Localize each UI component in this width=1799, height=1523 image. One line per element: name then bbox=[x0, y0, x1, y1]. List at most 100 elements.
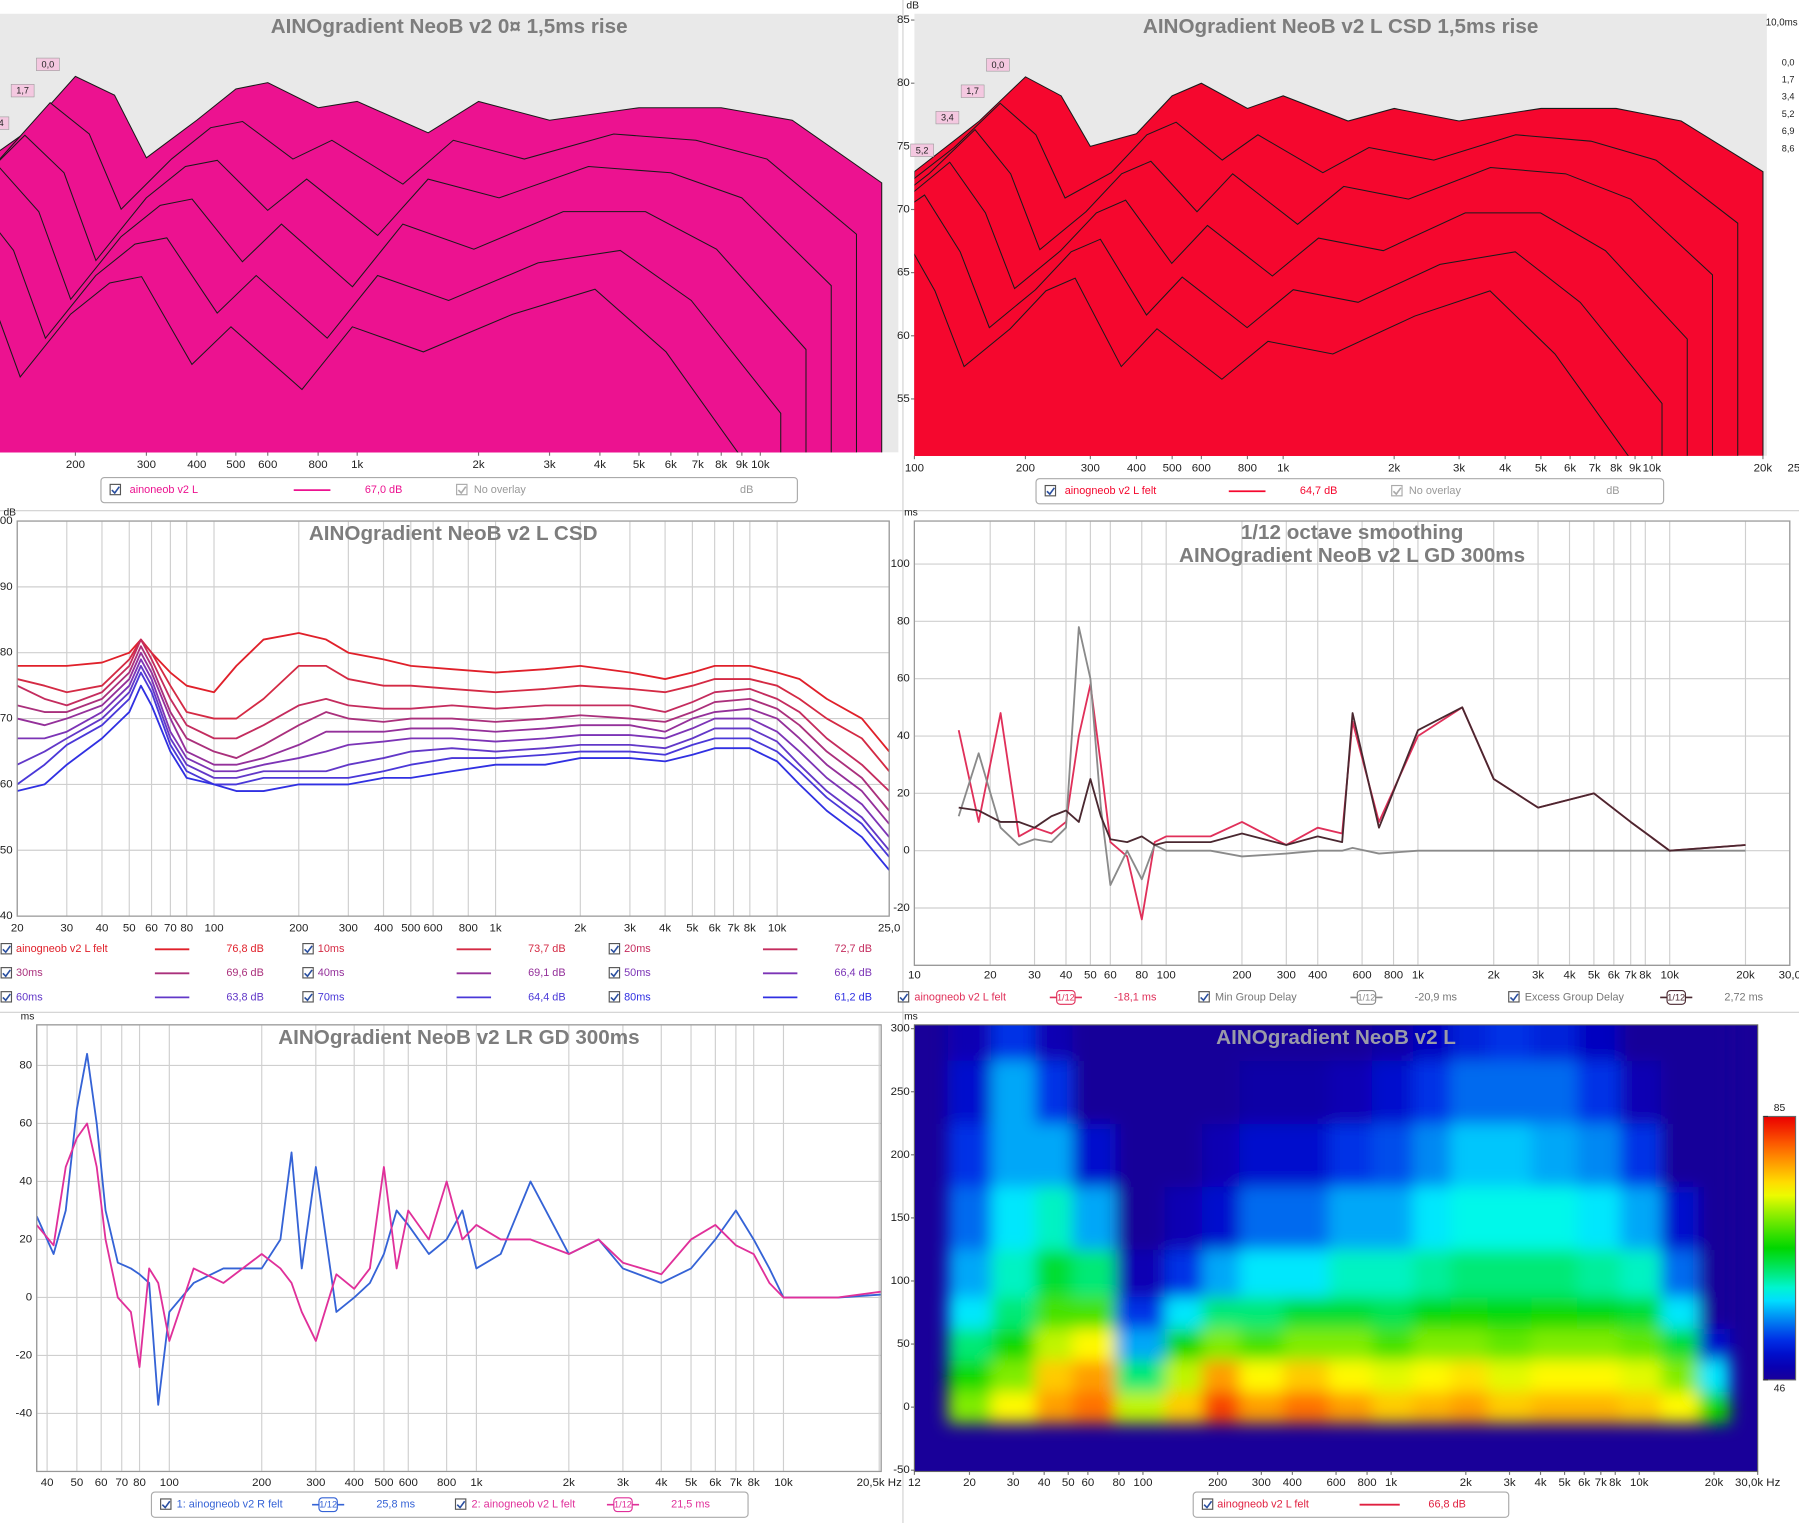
x-tick-label: 60 bbox=[1082, 1477, 1095, 1489]
heatmap-cell bbox=[1239, 1060, 1284, 1124]
checkbox[interactable] bbox=[0, 967, 13, 979]
legend-readout: 69,6 dB bbox=[226, 967, 264, 979]
x-tick-label: 100 bbox=[905, 462, 924, 474]
checkbox[interactable] bbox=[897, 991, 910, 1003]
heatmap-cell bbox=[1283, 1060, 1330, 1124]
x-tick-label: 2k bbox=[1488, 970, 1500, 982]
checkbox[interactable] bbox=[302, 967, 314, 979]
panel: 10 20 30 40 50 60 80 100 200 300 400 600 800 1k 2k 3k 4k… bbox=[891, 508, 1799, 1005]
check-mark bbox=[111, 486, 120, 495]
x-tick-label: 80 bbox=[1113, 1477, 1126, 1489]
chart-subtitle: 1/12 octave smoothing bbox=[1241, 521, 1464, 544]
y-tick-label: 0 bbox=[903, 1401, 909, 1413]
legend-readout: 76,8 dB bbox=[226, 943, 264, 955]
heatmap-cell bbox=[1072, 1123, 1116, 1187]
heatmap-cell bbox=[991, 1328, 1036, 1361]
checkbox[interactable] bbox=[0, 991, 13, 1003]
x-tick-label: 7k bbox=[1589, 462, 1601, 474]
heatmap-cell bbox=[1450, 1123, 1489, 1187]
heatmap-cell bbox=[1487, 1359, 1532, 1392]
y-tick-label: 60 bbox=[897, 330, 910, 342]
checkbox[interactable] bbox=[302, 943, 314, 955]
heatmap-cell bbox=[1698, 1359, 1731, 1392]
heatmap-cell bbox=[1450, 1249, 1489, 1298]
chart-title: AINOgradient NeoB v2 LR GD 300ms bbox=[278, 1026, 639, 1049]
x-tick-label: 60 bbox=[1104, 970, 1117, 982]
heatmap-cell bbox=[1371, 1296, 1414, 1329]
heatmap-cell bbox=[947, 1296, 992, 1329]
y-tick-label: 250 bbox=[891, 1086, 910, 1098]
x-tick-label: 5k bbox=[633, 459, 645, 471]
slice-label: 1,7 bbox=[16, 86, 29, 96]
smoothing-label: 1/12 bbox=[614, 1500, 632, 1510]
heatmap-cell bbox=[1487, 1060, 1532, 1124]
x-tick-label: 10 bbox=[908, 970, 921, 982]
checkbox[interactable] bbox=[456, 483, 468, 496]
lines bbox=[36, 1052, 882, 1406]
z-label: 0,0 bbox=[1782, 57, 1795, 67]
checkbox[interactable] bbox=[608, 991, 621, 1003]
slice-label: 1,7 bbox=[966, 86, 979, 96]
y-tick-label: 150 bbox=[891, 1212, 910, 1224]
checkbox[interactable] bbox=[1508, 991, 1520, 1003]
heatmap-cell bbox=[1661, 1186, 1700, 1251]
x-tick-label: 200 bbox=[1016, 462, 1035, 474]
y-tick-label: 0 bbox=[26, 1292, 32, 1304]
colorbar-label: 85 bbox=[1774, 1103, 1786, 1114]
chart-title: AINOgradient NeoB v2 L CSD bbox=[309, 522, 598, 545]
heatmap-cell bbox=[1661, 1249, 1700, 1298]
checkbox[interactable] bbox=[0, 943, 13, 955]
checkbox[interactable] bbox=[608, 967, 621, 979]
x-tick-label: 80 bbox=[133, 1477, 146, 1489]
checkbox[interactable] bbox=[454, 1498, 467, 1510]
x-tick-label: 6k bbox=[709, 923, 721, 935]
check-mark bbox=[304, 993, 313, 1002]
checkbox[interactable] bbox=[160, 1498, 172, 1510]
heatmap-cell bbox=[1164, 1328, 1203, 1361]
series-line bbox=[17, 684, 890, 871]
x-tick-label: 3k bbox=[1453, 462, 1465, 474]
heatmap-cell bbox=[1202, 1359, 1241, 1392]
x-tick-label: 20k bbox=[1736, 970, 1755, 982]
x-tick-label: 300 bbox=[137, 459, 156, 471]
x-tick-label: 4k bbox=[655, 1477, 667, 1489]
x-tick-label: 60 bbox=[95, 1477, 108, 1489]
heatmap-cell bbox=[1328, 1296, 1373, 1329]
check-mark bbox=[1392, 487, 1402, 496]
x-tick-label: 20k bbox=[1705, 1477, 1724, 1489]
plot-frame bbox=[913, 520, 1791, 966]
heatmap-cell bbox=[1487, 1296, 1532, 1329]
y-unit: dB bbox=[906, 0, 919, 11]
checkbox[interactable] bbox=[1201, 1498, 1214, 1510]
y-tick-label: 80 bbox=[0, 647, 13, 659]
heatmap-cell bbox=[1115, 1060, 1166, 1124]
x-tick-label: 2k bbox=[1388, 462, 1400, 474]
y-tick-label: 50 bbox=[0, 844, 13, 856]
x-tick-label: 200 bbox=[289, 923, 308, 935]
x-tick-label: 25,0 bbox=[878, 923, 900, 935]
checkbox[interactable] bbox=[1198, 991, 1210, 1003]
y-tick-label: 100 bbox=[891, 1275, 910, 1287]
x-tick-label: 300 bbox=[306, 1477, 325, 1489]
legend-readout: 21,5 ms bbox=[671, 1499, 710, 1511]
x-tick-label: 400 bbox=[374, 923, 393, 935]
checkbox[interactable] bbox=[1044, 484, 1057, 497]
heatmap-cell bbox=[1164, 1391, 1203, 1424]
x-tick-label: 5k bbox=[1559, 1477, 1571, 1489]
x-tick-label: 3k bbox=[617, 1477, 629, 1489]
heatmap-cell bbox=[1115, 1024, 1166, 1061]
x-tick-label: 25,0 bbox=[1787, 462, 1799, 474]
lines bbox=[17, 632, 890, 871]
checkbox[interactable] bbox=[1391, 484, 1403, 497]
heatmap-cell bbox=[1072, 1249, 1116, 1298]
legend-name: ainogneob v2 L felt bbox=[914, 991, 1006, 1003]
heatmap-cell bbox=[1328, 1328, 1373, 1361]
checkbox[interactable] bbox=[302, 991, 314, 1003]
heatmap-cell bbox=[1115, 1186, 1166, 1251]
smoothing-label: 1/12 bbox=[1057, 992, 1075, 1002]
y-tick-label: 70 bbox=[897, 204, 910, 216]
checkbox[interactable] bbox=[608, 943, 621, 955]
checkbox[interactable] bbox=[109, 483, 122, 496]
heatmap-cell bbox=[1487, 1024, 1532, 1061]
y-tick-label: 55 bbox=[897, 393, 910, 405]
